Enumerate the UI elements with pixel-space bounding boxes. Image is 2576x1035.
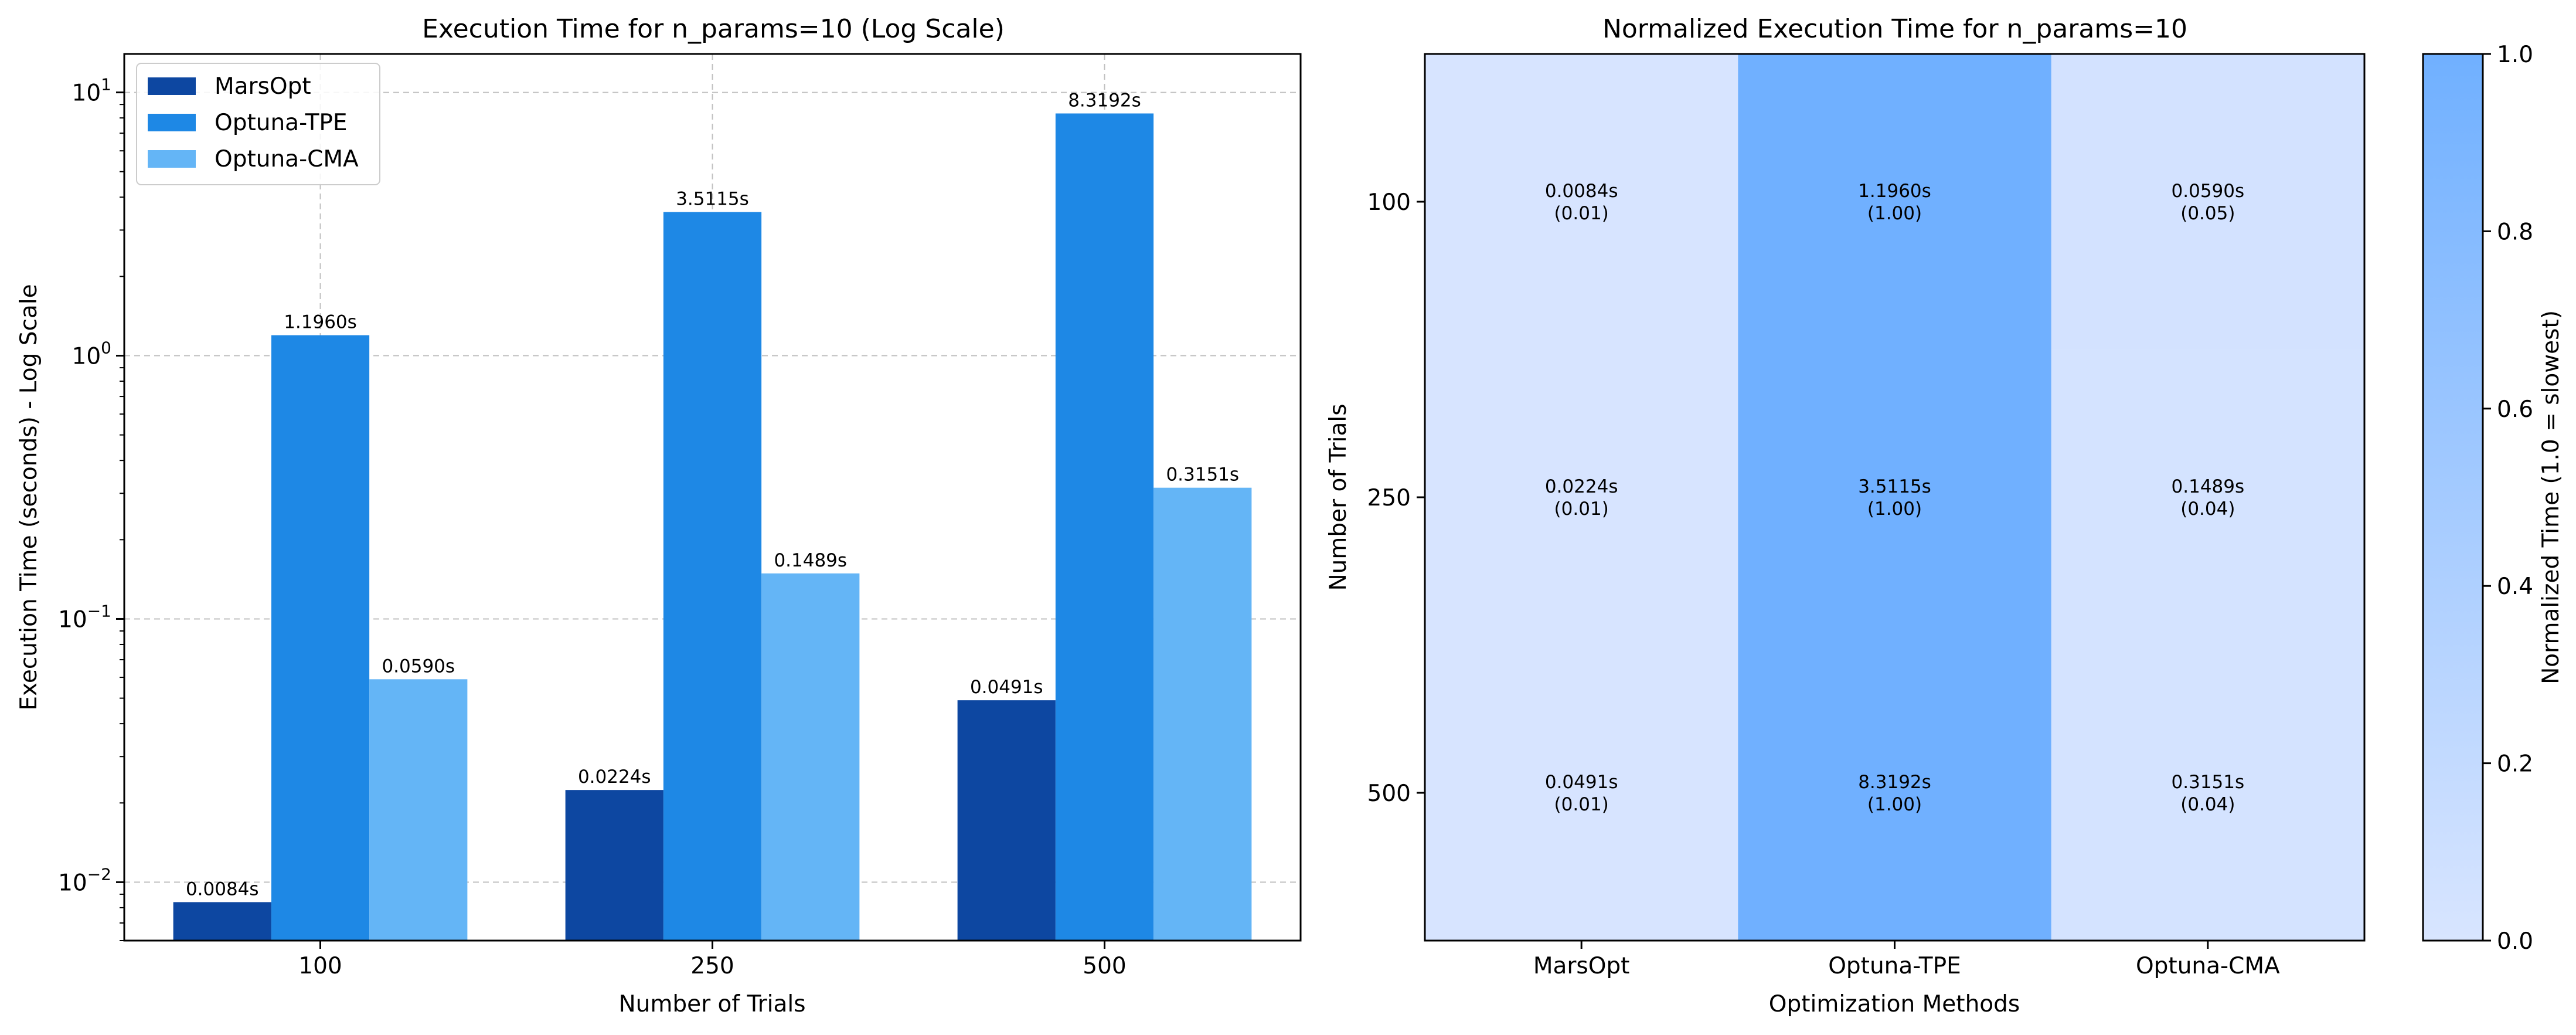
heatmap-cell (1738, 349, 2052, 646)
heatmap-cell-label: 0.0491s (1545, 772, 1618, 793)
bar (1055, 113, 1154, 941)
legend-entry-label: Optuna-CMA (215, 146, 359, 172)
heatmap-cell-label: (0.05) (2180, 203, 2235, 224)
colorbar-tick-label: 0.8 (2497, 219, 2533, 245)
legend-entry-label: MarsOpt (215, 73, 311, 100)
bar-value-label: 0.0224s (578, 766, 651, 788)
legend-swatch (148, 114, 196, 131)
heatmap-cell-label: 8.3192s (1858, 772, 1931, 793)
heatmap-cells (1425, 54, 2365, 941)
y-tick-label: 101 (72, 75, 111, 107)
heatmap-x-tick-label: Optuna-CMA (2136, 953, 2280, 979)
heatmap-y-axis-label: Number of Trials (1325, 403, 1352, 591)
heatmap-cell-label: (1.00) (1867, 203, 1922, 224)
heatmap-cell-label: 0.3151s (2172, 772, 2245, 793)
bar-value-label: 1.1960s (284, 312, 357, 333)
heatmap-cell-label: (0.04) (2180, 794, 2235, 815)
heatmap-cell (1738, 645, 2052, 941)
bar (565, 790, 663, 941)
heatmap-cell-label: 1.1960s (1858, 181, 1931, 202)
bar-chart-legend: MarsOpt Optuna-TPE Optuna-CMA (136, 63, 380, 185)
x-tick-label: 500 (1083, 953, 1126, 979)
bar (663, 212, 762, 941)
bar-chart-value-labels: 0.0084s 0.0224s 0.0491s 1.1960s 3.5115s 8.319… (186, 90, 1239, 900)
bar-value-label: 0.1489s (774, 550, 847, 571)
bar-chart-bars (173, 113, 1252, 941)
heatmap-y-tick-label: 100 (1367, 189, 1411, 216)
bar-chart-panel: Execution Time for n_params=10 (Log Scal… (16, 14, 1302, 1017)
bar-value-label: 0.0084s (186, 878, 259, 900)
colorbar-tick-label: 1.0 (2497, 42, 2533, 68)
y-tick-label: 10−1 (58, 601, 111, 633)
bar-value-label: 3.5115s (676, 189, 749, 210)
heatmap-cell (2051, 645, 2365, 941)
bar (957, 700, 1056, 941)
heatmap-x-axis-label: Optimization Methods (1769, 991, 2020, 1017)
x-tick-label: 250 (690, 953, 734, 979)
y-tick-label: 100 (72, 338, 111, 370)
bar (761, 573, 860, 941)
bar-chart-y-axis-label: Execution Time (seconds) - Log Scale (16, 284, 42, 710)
heatmap-x-tick-label: Optuna-TPE (1828, 953, 1961, 979)
heatmap-cell (2051, 349, 2365, 646)
bar-value-label: 0.0491s (970, 677, 1043, 698)
heatmap-cell-label: 0.0224s (1545, 476, 1618, 497)
heatmap-cell-label: 0.0084s (1545, 181, 1618, 202)
heatmap-title: Normalized Execution Time for n_params=1… (1602, 14, 2187, 44)
heatmap-cell-label: 3.5115s (1858, 476, 1931, 497)
heatmap-cell-label: (1.00) (1867, 794, 1922, 815)
colorbar-tick-label: 0.4 (2497, 574, 2533, 600)
bar-value-label: 0.0590s (382, 656, 455, 677)
colorbar-tick-label: 0.2 (2497, 751, 2533, 778)
colorbar-tick-label: 0.6 (2497, 396, 2533, 423)
heatmap-cell-labels: 0.0084s(0.01)1.1960s(1.00)0.0590s(0.05)0… (1545, 181, 2244, 815)
heatmap-x-ticks: MarsOpt Optuna-TPE Optuna-CMA (1533, 941, 2280, 979)
bar (1153, 487, 1252, 941)
heatmap-cell (2051, 54, 2365, 350)
heatmap-cell-label: (0.04) (2180, 498, 2235, 520)
heatmap-cell-label: 0.1489s (2172, 476, 2245, 497)
heatmap-x-tick-label: MarsOpt (1533, 953, 1630, 979)
legend-swatch (148, 77, 196, 95)
colorbar-label: Normalized Time (1.0 = slowest) (2538, 310, 2564, 684)
bar-value-label: 8.3192s (1068, 90, 1141, 111)
legend-entry-label: Optuna-TPE (215, 110, 348, 136)
legend-swatch (148, 150, 196, 168)
x-tick-label: 100 (298, 953, 342, 979)
heatmap-cell (1425, 645, 1738, 941)
heatmap-y-tick-label: 500 (1367, 781, 1411, 807)
bar (173, 902, 271, 941)
heatmap-cell-label: (0.01) (1554, 794, 1609, 815)
y-tick-label: 10−2 (58, 864, 111, 896)
heatmap-cell (1425, 54, 1738, 350)
heatmap-y-ticks: 100 250 500 (1367, 189, 1425, 807)
heatmap-cell-label: (0.01) (1554, 203, 1609, 224)
bar-chart-title: Execution Time for n_params=10 (Log Scal… (422, 14, 1005, 44)
colorbar (2422, 53, 2484, 942)
heatmap-panel: Normalized Execution Time for n_params=1… (1325, 14, 2564, 1017)
heatmap-cell-label: (0.01) (1554, 498, 1609, 520)
bar-chart-x-axis-label: Number of Trials (618, 991, 805, 1017)
heatmap-y-tick-label: 250 (1367, 485, 1411, 511)
colorbar-tick-label: 0.0 (2497, 928, 2533, 955)
colorbar-ticks: 0.0 0.2 0.4 0.6 0.8 1.0 (2483, 42, 2533, 955)
heatmap-cell (1738, 54, 2052, 350)
bar (369, 679, 468, 941)
heatmap-cell (1425, 349, 1738, 646)
bar (271, 335, 370, 941)
heatmap-cell-label: (1.00) (1867, 498, 1922, 520)
legend-frame (136, 63, 380, 185)
bar-value-label: 0.3151s (1166, 464, 1239, 486)
bar-chart-x-ticks: 100 250 500 (298, 941, 1127, 979)
heatmap-cell-label: 0.0590s (2172, 181, 2245, 202)
bar-chart-y-ticks: 10−2 10−1 100 101 (58, 75, 124, 941)
